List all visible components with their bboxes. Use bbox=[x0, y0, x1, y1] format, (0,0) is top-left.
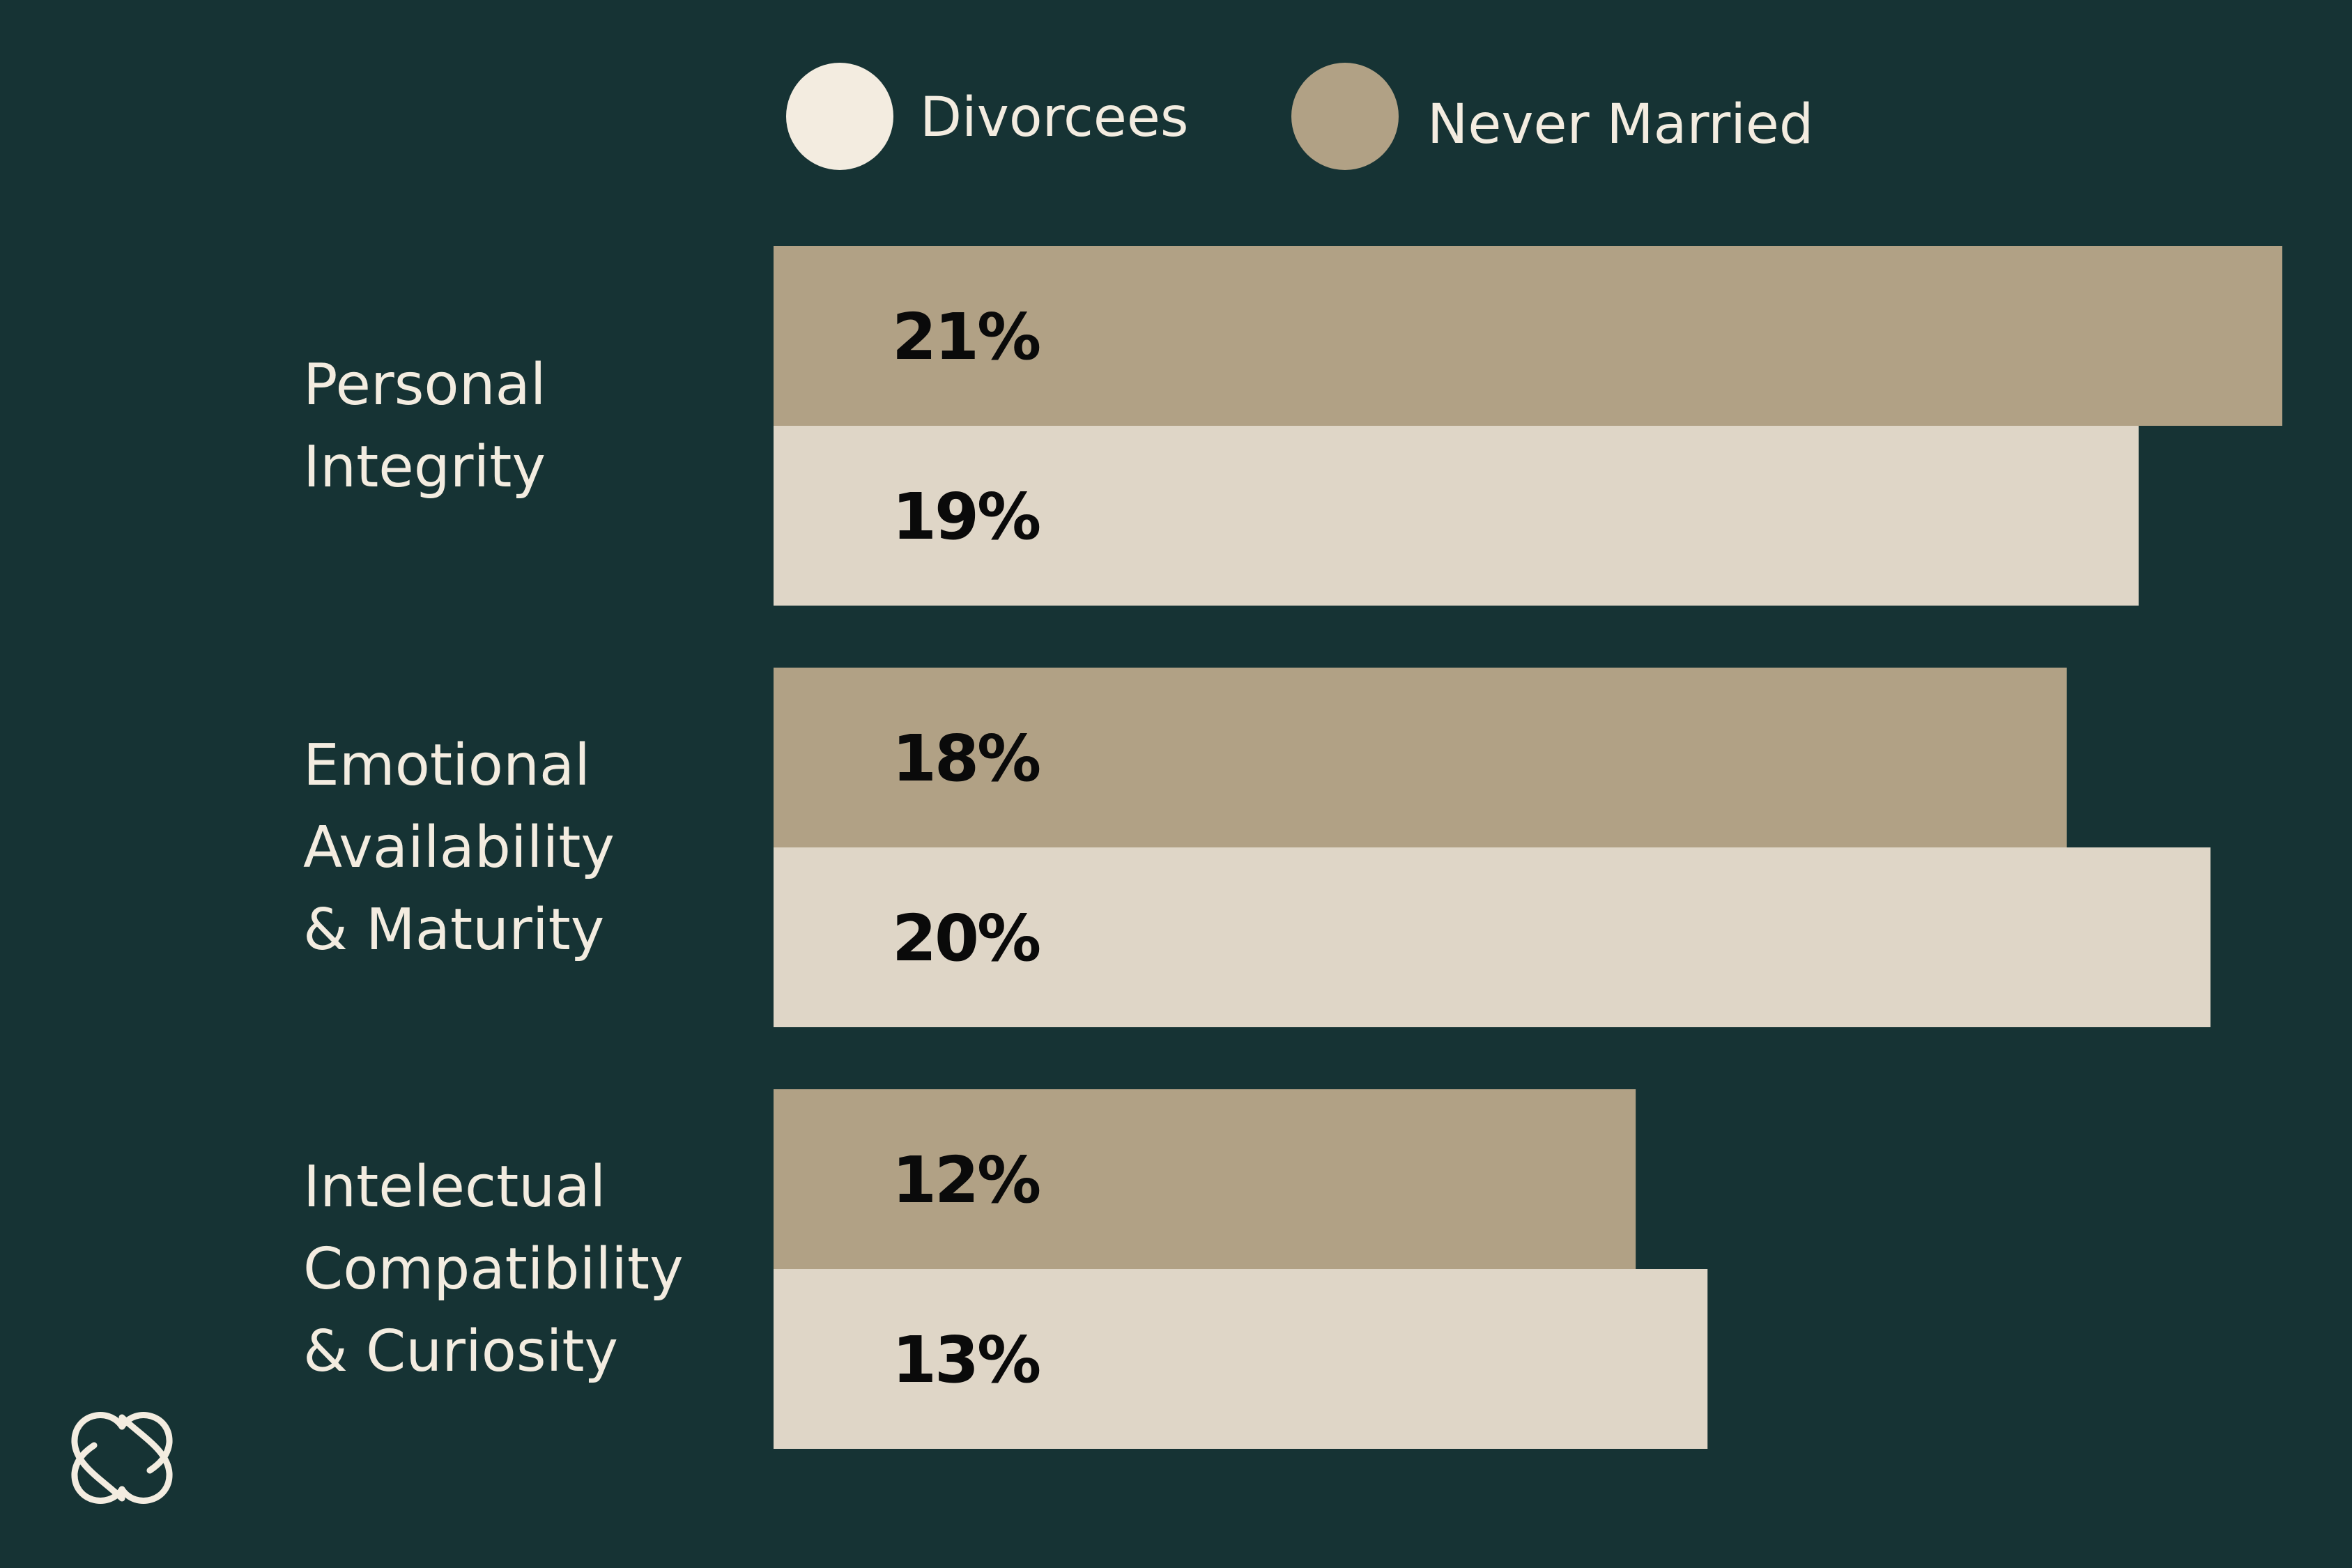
data-label-never-married-1: 18% bbox=[892, 721, 1040, 796]
category-label-line: & Curiosity bbox=[303, 1319, 618, 1385]
bars bbox=[774, 246, 2282, 1449]
legend: Divorcees Never Married bbox=[786, 63, 1813, 170]
bar-divorcees-0 bbox=[774, 426, 2139, 606]
bar-divorcees-2 bbox=[774, 1269, 1708, 1449]
bar-never-married-2 bbox=[774, 1089, 1636, 1269]
category-label-line: Integrity bbox=[303, 434, 546, 500]
bar-divorcees-1 bbox=[774, 847, 2211, 1027]
data-label-never-married-0: 21% bbox=[892, 300, 1040, 374]
bar-never-married-0 bbox=[774, 246, 2282, 426]
data-labels: 21% 18% 12% 19% 20% 13% bbox=[892, 300, 1042, 1397]
bar-never-married-1 bbox=[774, 668, 2067, 847]
category-label-1: Emotional Availability & Maturity bbox=[303, 732, 615, 963]
category-label-line: Intelectual bbox=[303, 1154, 606, 1220]
category-label-line: Personal bbox=[303, 352, 546, 418]
category-labels: Personal Integrity Emotional Availability & … bbox=[303, 352, 684, 1385]
category-label-2: Intelectual Compatibility & Curiosity bbox=[303, 1154, 684, 1385]
category-label-line: & Maturity bbox=[303, 897, 604, 963]
category-label-line: Emotional bbox=[303, 732, 590, 799]
data-label-divorcees-2: 13% bbox=[892, 1323, 1040, 1397]
legend-label-1: Never Married bbox=[1427, 93, 1813, 156]
legend-swatch-0 bbox=[786, 63, 893, 170]
interlocking-hearts-icon bbox=[71, 1412, 173, 1504]
category-label-line: Availability bbox=[303, 815, 615, 881]
data-label-divorcees-0: 19% bbox=[892, 479, 1040, 554]
legend-swatch-1 bbox=[1291, 63, 1399, 170]
legend-label-0: Divorcees bbox=[920, 86, 1188, 149]
category-label-line: Compatibility bbox=[303, 1236, 684, 1302]
data-label-never-married-2: 12% bbox=[892, 1143, 1040, 1217]
data-label-divorcees-1: 20% bbox=[892, 901, 1040, 976]
category-label-0: Personal Integrity bbox=[303, 352, 546, 500]
